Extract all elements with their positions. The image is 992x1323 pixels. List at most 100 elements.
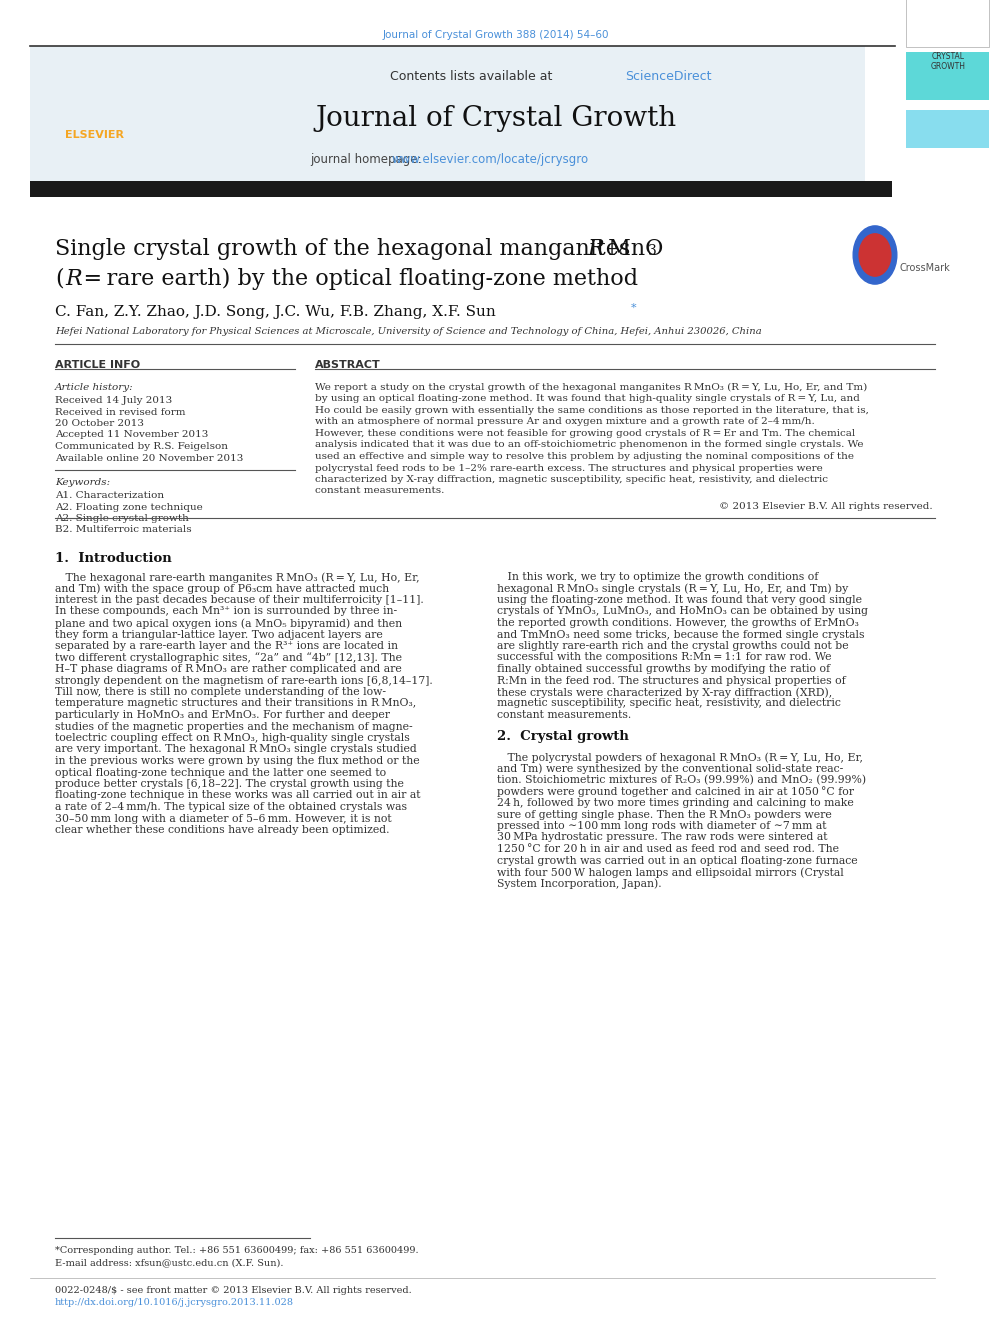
- FancyBboxPatch shape: [906, 110, 989, 148]
- Text: particularly in HoMnO₃ and ErMnO₃. For further and deeper: particularly in HoMnO₃ and ErMnO₃. For f…: [55, 710, 390, 720]
- Text: Contents lists available at: Contents lists available at: [390, 70, 553, 83]
- Text: produce better crystals [6,18–22]. The crystal growth using the: produce better crystals [6,18–22]. The c…: [55, 779, 404, 789]
- Text: ARTICLE INFO: ARTICLE INFO: [55, 360, 140, 370]
- Text: used an effective and simple way to resolve this problem by adjusting the nomina: used an effective and simple way to reso…: [315, 452, 854, 460]
- Text: A2. Floating zone technique: A2. Floating zone technique: [55, 503, 202, 512]
- Text: clear whether these conditions have already been optimized.: clear whether these conditions have alre…: [55, 826, 390, 835]
- Text: Single crystal growth of the hexagonal manganites: Single crystal growth of the hexagonal m…: [55, 238, 638, 261]
- Text: B2. Multiferroic materials: B2. Multiferroic materials: [55, 525, 191, 534]
- Text: 1.  Introduction: 1. Introduction: [55, 552, 172, 565]
- Text: H–T phase diagrams of R MnO₃ are rather complicated and are: H–T phase diagrams of R MnO₃ are rather …: [55, 664, 402, 673]
- Text: Ho could be easily grown with essentially the same conditions as those reported : Ho could be easily grown with essentiall…: [315, 406, 869, 415]
- Text: successful with the compositions R:Mn = 1:1 for raw rod. We: successful with the compositions R:Mn = …: [497, 652, 831, 663]
- Text: by using an optical floating-zone method. It was found that high-quality single : by using an optical floating-zone method…: [315, 394, 860, 404]
- Text: *: *: [631, 303, 637, 314]
- Text: and Tm) were synthesized by the conventional solid-state reac-: and Tm) were synthesized by the conventi…: [497, 763, 843, 774]
- Text: finally obtained successful growths by modifying the ratio of: finally obtained successful growths by m…: [497, 664, 830, 673]
- Text: 20 October 2013: 20 October 2013: [55, 419, 144, 429]
- FancyBboxPatch shape: [30, 181, 892, 197]
- Text: crystal growth was carried out in an optical floating-zone furnace: crystal growth was carried out in an opt…: [497, 856, 858, 865]
- Text: temperature magnetic structures and their transitions in R MnO₃,: temperature magnetic structures and thei…: [55, 699, 417, 709]
- Text: Journal of Crystal Growth: Journal of Crystal Growth: [315, 105, 677, 132]
- FancyBboxPatch shape: [906, 52, 989, 101]
- Text: R: R: [587, 238, 604, 261]
- Text: two different crystallographic sites, “2a” and “4b” [12,13]. The: two different crystallographic sites, “2…: [55, 652, 402, 663]
- Text: characterized by X-ray diffraction, magnetic susceptibility, specific heat, resi: characterized by X-ray diffraction, magn…: [315, 475, 828, 484]
- Text: magnetic susceptibility, specific heat, resistivity, and dielectric: magnetic susceptibility, specific heat, …: [497, 699, 841, 709]
- Text: hexagonal R MnO₃ single crystals (R = Y, Lu, Ho, Er, and Tm) by: hexagonal R MnO₃ single crystals (R = Y,…: [497, 583, 848, 594]
- Text: 30–50 mm long with a diameter of 5–6 mm. However, it is not: 30–50 mm long with a diameter of 5–6 mm.…: [55, 814, 392, 823]
- Text: Till now, there is still no complete understanding of the low-: Till now, there is still no complete und…: [55, 687, 386, 697]
- FancyBboxPatch shape: [906, 0, 989, 48]
- Text: strongly dependent on the magnetism of rare-earth ions [6,8,14–17].: strongly dependent on the magnetism of r…: [55, 676, 433, 685]
- Circle shape: [859, 234, 891, 277]
- Text: However, these conditions were not feasible for growing good crystals of R = Er : However, these conditions were not feasi…: [315, 429, 855, 438]
- Text: toelectric coupling effect on R MnO₃, high-quality single crystals: toelectric coupling effect on R MnO₃, hi…: [55, 733, 410, 744]
- Text: A1. Characterization: A1. Characterization: [55, 491, 164, 500]
- Text: analysis indicated that it was due to an off-stoichiometric phenomenon in the fo: analysis indicated that it was due to an…: [315, 441, 863, 450]
- Text: We report a study on the crystal growth of the hexagonal manganites R MnO₃ (R = : We report a study on the crystal growth …: [315, 382, 867, 392]
- Text: ABSTRACT: ABSTRACT: [315, 360, 381, 370]
- Text: sure of getting single phase. Then the R MnO₃ powders were: sure of getting single phase. Then the R…: [497, 810, 831, 819]
- Text: Article history:: Article history:: [55, 382, 134, 392]
- Text: 3: 3: [648, 243, 657, 258]
- Text: 0022-0248/$ - see front matter © 2013 Elsevier B.V. All rights reserved.: 0022-0248/$ - see front matter © 2013 El…: [55, 1286, 412, 1295]
- Text: powders were ground together and calcined in air at 1050 °C for: powders were ground together and calcine…: [497, 786, 854, 798]
- Text: CrossMark: CrossMark: [900, 263, 950, 273]
- Text: are very important. The hexagonal R MnO₃ single crystals studied: are very important. The hexagonal R MnO₃…: [55, 745, 417, 754]
- Text: © 2013 Elsevier B.V. All rights reserved.: © 2013 Elsevier B.V. All rights reserved…: [719, 501, 933, 511]
- Text: The hexagonal rare-earth manganites R MnO₃ (R = Y, Lu, Ho, Er,: The hexagonal rare-earth manganites R Mn…: [55, 572, 420, 582]
- Text: ELSEVIER: ELSEVIER: [65, 130, 125, 140]
- Text: using the floating-zone method. It was found that very good single: using the floating-zone method. It was f…: [497, 595, 862, 605]
- Text: R: R: [65, 269, 81, 290]
- Text: Received in revised form: Received in revised form: [55, 407, 186, 417]
- Text: floating-zone technique in these works was all carried out in air at: floating-zone technique in these works w…: [55, 791, 421, 800]
- Text: ScienceDirect: ScienceDirect: [625, 70, 711, 83]
- Text: CRYSTAL
GROWTH: CRYSTAL GROWTH: [930, 52, 965, 71]
- Text: 2.  Crystal growth: 2. Crystal growth: [497, 730, 629, 744]
- Text: and Tm) with the space group of P6₃cm have attracted much: and Tm) with the space group of P6₃cm ha…: [55, 583, 389, 594]
- Text: the reported growth conditions. However, the growths of ErMnO₃: the reported growth conditions. However,…: [497, 618, 859, 628]
- Text: R:Mn in the feed rod. The structures and physical properties of: R:Mn in the feed rod. The structures and…: [497, 676, 846, 685]
- Text: Journal of Crystal Growth 388 (2014) 54–60: Journal of Crystal Growth 388 (2014) 54–…: [383, 30, 609, 40]
- Text: studies of the magnetic properties and the mechanism of magne-: studies of the magnetic properties and t…: [55, 721, 413, 732]
- Text: tion. Stoichiometric mixtures of R₂O₃ (99.99%) and MnO₂ (99.99%): tion. Stoichiometric mixtures of R₂O₃ (9…: [497, 775, 866, 786]
- Text: crystals of YMnO₃, LuMnO₃, and HoMnO₃ can be obtained by using: crystals of YMnO₃, LuMnO₃, and HoMnO₃ ca…: [497, 606, 868, 617]
- Text: are slightly rare-earth rich and the crystal growths could not be: are slightly rare-earth rich and the cry…: [497, 642, 848, 651]
- Text: In this work, we try to optimize the growth conditions of: In this work, we try to optimize the gro…: [497, 572, 818, 582]
- Text: Received 14 July 2013: Received 14 July 2013: [55, 396, 173, 405]
- Text: interest in the past decades because of their multiferroicity [1–11].: interest in the past decades because of …: [55, 595, 424, 605]
- Text: journal homepage:: journal homepage:: [310, 153, 426, 165]
- Text: Hefei National Laboratory for Physical Sciences at Microscale, University of Sci: Hefei National Laboratory for Physical S…: [55, 327, 762, 336]
- Text: and TmMnO₃ need some tricks, because the formed single crystals: and TmMnO₃ need some tricks, because the…: [497, 630, 864, 639]
- Text: *Corresponding author. Tel.: +86 551 63600499; fax: +86 551 63600499.: *Corresponding author. Tel.: +86 551 636…: [55, 1246, 419, 1256]
- Text: with an atmosphere of normal pressure Ar and oxygen mixture and a growth rate of: with an atmosphere of normal pressure Ar…: [315, 418, 814, 426]
- Text: a rate of 2–4 mm/h. The typical size of the obtained crystals was: a rate of 2–4 mm/h. The typical size of …: [55, 802, 407, 812]
- Text: pressed into ∼100 mm long rods with diameter of ∼7 mm at: pressed into ∼100 mm long rods with diam…: [497, 822, 826, 831]
- Text: C. Fan, Z.Y. Zhao, J.D. Song, J.C. Wu, F.B. Zhang, X.F. Sun: C. Fan, Z.Y. Zhao, J.D. Song, J.C. Wu, F…: [55, 306, 496, 319]
- Text: 30 MPa hydrostatic pressure. The raw rods were sintered at: 30 MPa hydrostatic pressure. The raw rod…: [497, 832, 827, 843]
- Text: E-mail address: xfsun@ustc.edu.cn (X.F. Sun).: E-mail address: xfsun@ustc.edu.cn (X.F. …: [55, 1258, 284, 1267]
- Text: they form a triangular-lattice layer. Two adjacent layers are: they form a triangular-lattice layer. Tw…: [55, 630, 383, 639]
- Circle shape: [853, 226, 897, 284]
- Text: in the previous works were grown by using the flux method or the: in the previous works were grown by usin…: [55, 755, 420, 766]
- Text: Communicated by R.S. Feigelson: Communicated by R.S. Feigelson: [55, 442, 228, 451]
- Text: MnO: MnO: [601, 238, 664, 261]
- Text: 1250 °C for 20 h in air and used as feed rod and seed rod. The: 1250 °C for 20 h in air and used as feed…: [497, 844, 839, 855]
- Text: (: (: [55, 269, 63, 290]
- Text: separated by a rare-earth layer and the R³⁺ ions are located in: separated by a rare-earth layer and the …: [55, 642, 398, 651]
- Text: Keywords:: Keywords:: [55, 478, 110, 487]
- Text: these crystals were characterized by X-ray diffraction (XRD),: these crystals were characterized by X-r…: [497, 687, 832, 697]
- Text: www.elsevier.com/locate/jcrysgro: www.elsevier.com/locate/jcrysgro: [392, 153, 589, 165]
- Text: A2. Single crystal growth: A2. Single crystal growth: [55, 515, 188, 523]
- Text: Accepted 11 November 2013: Accepted 11 November 2013: [55, 430, 208, 439]
- Text: polycrystal feed rods to be 1–2% rare-earth excess. The structures and physical : polycrystal feed rods to be 1–2% rare-ea…: [315, 463, 822, 472]
- Text: 24 h, followed by two more times grinding and calcining to make: 24 h, followed by two more times grindin…: [497, 798, 854, 808]
- FancyBboxPatch shape: [30, 46, 865, 187]
- Text: plane and two apical oxygen ions (a MnO₅ bipyramid) and then: plane and two apical oxygen ions (a MnO₅…: [55, 618, 402, 628]
- Text: http://dx.doi.org/10.1016/j.jcrysgro.2013.11.028: http://dx.doi.org/10.1016/j.jcrysgro.201…: [55, 1298, 294, 1307]
- Text: Available online 20 November 2013: Available online 20 November 2013: [55, 454, 243, 463]
- Text: constant measurements.: constant measurements.: [497, 710, 631, 720]
- Text: with four 500 W halogen lamps and ellipsoidal mirrors (Crystal: with four 500 W halogen lamps and ellips…: [497, 867, 844, 877]
- Text: The polycrystal powders of hexagonal R MnO₃ (R = Y, Lu, Ho, Er,: The polycrystal powders of hexagonal R M…: [497, 751, 863, 762]
